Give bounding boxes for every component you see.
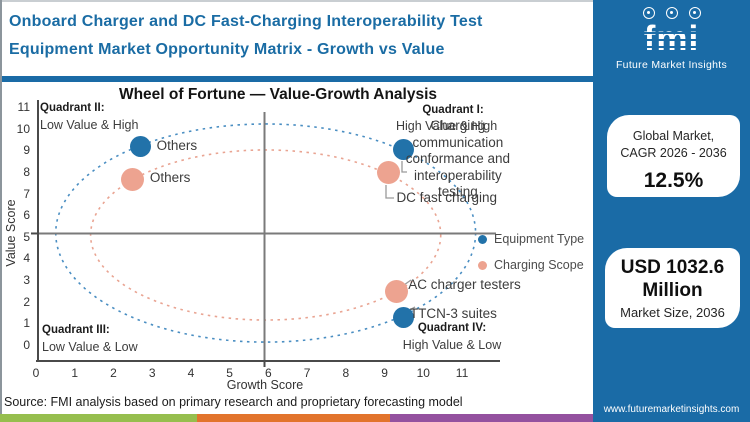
left-border-line	[0, 0, 2, 414]
data-point-equipment-type	[130, 136, 152, 158]
sidebar: fmi Future Market Insights Global Market…	[593, 0, 750, 422]
y-tick-label: 5	[23, 229, 30, 244]
main-title-line-2: Equipment Market Opportunity Matrix - Gr…	[9, 41, 445, 58]
globe-icon	[688, 7, 701, 19]
market-size-card: USD 1032.6 Million Market Size, 2036	[605, 248, 740, 328]
y-tick-label: 3	[23, 273, 30, 288]
leader-line	[385, 185, 394, 199]
logo-tagline: Future Market Insights	[615, 58, 728, 71]
growth-score-axis-label: Growth Score	[226, 378, 304, 392]
website-url[interactable]: www.futuremarketinsights.com	[603, 404, 740, 415]
plot-overlay	[31, 100, 500, 367]
y-tick-label: 0	[23, 338, 30, 352]
thumbs-up-icon	[642, 7, 655, 19]
x-tick-label: 6	[265, 366, 272, 380]
x-tick-label: 3	[148, 366, 156, 380]
footer-stripe-orange	[197, 414, 390, 422]
main-title-line-1: Onboard Charger and DC Fast-Charging Int…	[9, 13, 483, 30]
y-tick-label: 6	[23, 208, 30, 223]
legend-dot-equipment-type	[478, 234, 487, 244]
quadrant-4-desc: High Value & Low	[402, 338, 502, 352]
data-point-label: Others	[149, 170, 191, 186]
y-tick-label: 10	[16, 121, 30, 136]
legend-label-charging-scope: Charging Scope	[494, 258, 584, 272]
data-point-charging-scope	[121, 167, 145, 191]
x-tick-label: 10	[416, 366, 430, 380]
scope-ring	[89, 149, 442, 321]
logo-text: fmi	[644, 20, 700, 58]
logo-icons	[593, 7, 750, 19]
quadrant-2-desc: Low Value & High	[40, 118, 139, 132]
cagr-card: Global Market, CAGR 2026 - 2036 12.5%	[607, 115, 740, 197]
x-tick-label: 7	[303, 366, 311, 380]
x-tick-label: 0	[32, 366, 40, 380]
y-tick-label: 4	[23, 251, 30, 266]
y-tick-label: 1	[23, 316, 30, 331]
cagr-value: 12.5%	[643, 169, 704, 192]
quadrant-2-name: Quadrant II:	[40, 102, 105, 114]
scatter-chart: Wheel of Fortune — Value-Growth Analysis…	[0, 82, 593, 394]
source-note: Source: FMI analysis based on primary re…	[4, 395, 463, 409]
quadrant-3-desc: Low Value & Low	[42, 340, 138, 354]
y-tick-label: 9	[23, 143, 30, 158]
legend-item-charging-scope: Charging Scope	[478, 258, 584, 272]
data-point-label: AC charger testers	[408, 276, 521, 292]
chart-title: Wheel of Fortune — Value-Growth Analysis	[118, 86, 438, 103]
logo-stripe	[635, 46, 708, 49]
header: Onboard Charger and DC Fast-Charging Int…	[0, 0, 593, 76]
x-tick-label: 2	[110, 366, 117, 380]
footer-stripe	[0, 414, 593, 422]
data-point-label: Charging communication conformance and i…	[405, 118, 511, 200]
footer-stripe-green	[0, 414, 197, 422]
market-size-value-line-1: USD 1032.6	[620, 257, 725, 278]
market-size-label: Market Size, 2036	[620, 305, 725, 320]
x-tick-label: 5	[226, 366, 233, 380]
legend-label-equipment-type: Equipment Type	[494, 232, 585, 246]
leader-line	[401, 161, 407, 173]
quadrant-1-name: Quadrant I:	[422, 104, 484, 116]
data-point-label: TTCN-3 suites	[409, 305, 497, 321]
quadrant-1-desc: High Value & High	[396, 119, 498, 133]
y-tick-label: 7	[23, 186, 30, 201]
quadrant-3-name: Quadrant III:	[42, 324, 110, 336]
data-point-label: DC fast charging	[396, 189, 497, 205]
chart-legend: Equipment Type Charging Scope	[478, 232, 584, 284]
x-tick-label: 8	[342, 366, 350, 380]
x-tick-label: 4	[187, 366, 195, 380]
cagr-label-line-2: CAGR 2026 - 2036	[620, 146, 727, 160]
x-tick-label: 11	[455, 366, 469, 380]
x-tick-label: 9	[381, 366, 388, 380]
data-point-charging-scope	[376, 161, 400, 185]
x-tick-label: 1	[71, 366, 79, 380]
quadrant-4-name: Quadrant IV:	[417, 322, 487, 334]
data-point-equipment-type	[393, 138, 415, 160]
legend-item-equipment-type: Equipment Type	[478, 232, 584, 246]
cagr-label-line-1: Global Market,	[632, 129, 715, 143]
y-tick-label: 8	[23, 164, 30, 179]
y-tick-label: 2	[23, 294, 30, 309]
footer-stripe-purple	[390, 414, 593, 422]
data-point-label: Others	[156, 137, 198, 153]
header-divider-bar	[0, 76, 593, 82]
logo-stripe	[635, 39, 708, 42]
fmi-logo: fmi Future Market Insights	[593, 7, 750, 71]
data-point-charging-scope	[384, 280, 408, 304]
logo-stripe	[635, 32, 708, 35]
top-border-line	[0, 0, 593, 2]
y-tick-label: 11	[17, 99, 30, 114]
legend-dot-charging-scope	[478, 260, 487, 270]
market-size-value-line-2: Million	[642, 280, 703, 301]
logo-wordmark: fmi	[635, 20, 708, 58]
data-point-equipment-type	[393, 307, 415, 329]
globe-pin-icon	[665, 7, 678, 19]
